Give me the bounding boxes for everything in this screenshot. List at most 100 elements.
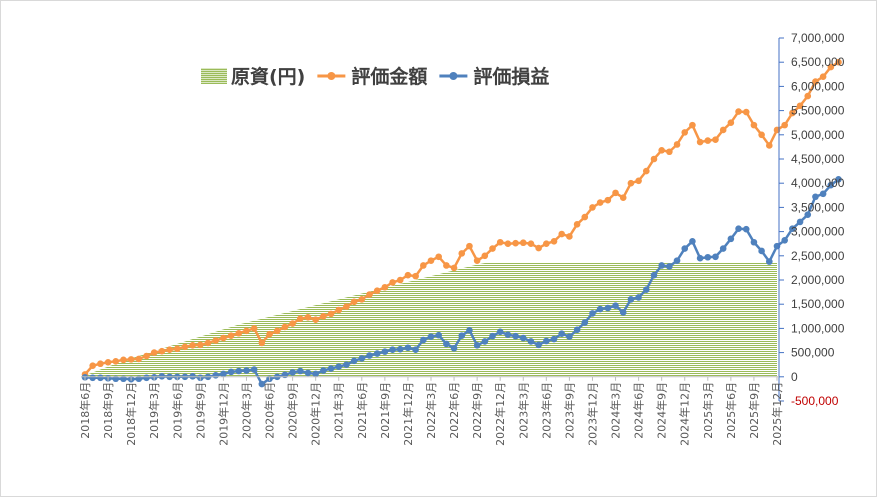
point-hyoka-soneki [681,245,689,252]
y-tick-label: 3,500,000 [791,200,845,214]
x-tick-label: 2025年3月 [701,382,715,439]
point-hyoka-kingaku [235,329,243,337]
point-hyoka-soneki [258,380,266,388]
y-tick-label: 1,500,000 [791,297,845,311]
point-hyoka-soneki [458,332,466,339]
point-hyoka-kingaku [742,108,750,116]
point-hyoka-soneki [373,350,381,357]
point-hyoka-soneki [519,334,527,342]
point-hyoka-kingaku [804,92,812,100]
point-hyoka-soneki [420,336,427,344]
point-hyoka-kingaku [704,137,712,144]
point-hyoka-soneki [527,338,535,345]
point-hyoka-soneki [543,337,550,345]
point-hyoka-soneki [812,193,819,201]
point-hyoka-soneki [412,346,419,354]
point-hyoka-kingaku [689,121,696,129]
point-hyoka-soneki [696,254,704,262]
x-tick-label: 2023年6月 [539,382,553,439]
point-hyoka-soneki [566,333,573,340]
point-hyoka-soneki [589,310,596,317]
point-hyoka-kingaku [350,298,358,306]
x-tick-label: 2024年9月 [655,382,669,439]
point-hyoka-kingaku [289,320,296,327]
point-hyoka-kingaku [450,264,458,272]
point-hyoka-soneki [635,294,642,301]
point-hyoka-soneki [489,332,496,340]
y-tick-label: -500,000 [791,394,839,408]
point-hyoka-kingaku [427,257,435,264]
point-hyoka-soneki [320,367,327,374]
point-hyoka-kingaku [527,240,535,247]
point-hyoka-kingaku [650,155,658,163]
point-hyoka-soneki [343,361,350,369]
point-hyoka-kingaku [412,272,419,280]
point-hyoka-soneki [481,338,489,345]
x-tick-label: 2019年6月 [170,382,184,439]
point-hyoka-soneki [789,225,796,232]
point-hyoka-kingaku [358,296,366,303]
point-hyoka-kingaku [127,356,135,363]
point-hyoka-soneki [235,367,243,375]
point-hyoka-kingaku [535,244,542,252]
point-hyoka-kingaku [189,342,196,349]
point-hyoka-soneki [227,368,235,376]
x-tick-label: 2018年6月 [78,382,92,439]
point-hyoka-kingaku [335,306,343,314]
x-tick-label: 2021年3月 [332,382,346,439]
point-hyoka-soneki [742,225,750,233]
point-hyoka-soneki [573,326,581,334]
point-hyoka-soneki [704,253,712,261]
point-hyoka-soneki [727,235,735,243]
point-hyoka-kingaku [712,136,719,143]
point-hyoka-soneki [289,369,296,376]
x-tick-label: 2018年12月 [124,382,138,446]
x-tick-label: 2018年9月 [101,382,115,439]
point-hyoka-kingaku [596,199,604,206]
point-hyoka-kingaku [112,358,120,365]
x-tick-label: 2022年9月 [470,382,484,439]
x-tick-label: 2025年6月 [724,382,738,439]
legend-label: 評価金額 [351,65,427,88]
y-tick-label: 7,000,000 [791,31,845,45]
point-hyoka-soneki [819,190,827,198]
point-hyoka-soneki [804,211,812,218]
point-hyoka-soneki [143,374,150,382]
point-hyoka-kingaku [466,242,473,250]
point-hyoka-soneki [335,363,343,370]
point-hyoka-soneki [550,335,558,343]
legend-label: 原資(円) [231,65,305,88]
y-tick-label: 6,000,000 [791,79,845,93]
x-tick-label: 2021年9月 [378,382,392,439]
x-tick-label: 2021年12月 [401,382,415,446]
point-hyoka-kingaku [435,253,442,261]
point-hyoka-soneki [619,309,627,316]
point-hyoka-soneki [581,319,589,326]
point-hyoka-kingaku [143,352,150,360]
x-tick-label: 2021年6月 [355,382,369,439]
point-hyoka-kingaku [104,358,112,366]
x-tick-label: 2020年6月 [263,382,277,439]
x-tick-label: 2019年3月 [147,382,161,439]
point-hyoka-kingaku [550,237,558,245]
x-tick-label: 2025年9月 [747,382,761,439]
point-hyoka-soneki [404,344,412,352]
point-hyoka-soneki [604,304,612,312]
x-tick-label: 2024年3月 [609,382,623,439]
point-hyoka-kingaku [250,325,258,332]
point-hyoka-soneki [427,333,435,340]
point-hyoka-kingaku [366,291,373,298]
point-hyoka-soneki [312,370,319,378]
y-tick-label: 4,500,000 [791,152,845,166]
point-hyoka-soneki [396,345,404,353]
y-tick-label: 500,000 [791,346,835,360]
point-hyoka-kingaku [673,141,681,148]
point-hyoka-kingaku [320,313,327,320]
x-tick-label: 2023年9月 [562,382,576,439]
point-hyoka-kingaku [666,148,673,156]
point-hyoka-soneki [89,374,96,382]
x-tick-label: 2024年6月 [632,382,646,439]
point-hyoka-soneki [535,341,542,349]
point-hyoka-kingaku [481,252,489,260]
point-hyoka-soneki [758,247,765,255]
